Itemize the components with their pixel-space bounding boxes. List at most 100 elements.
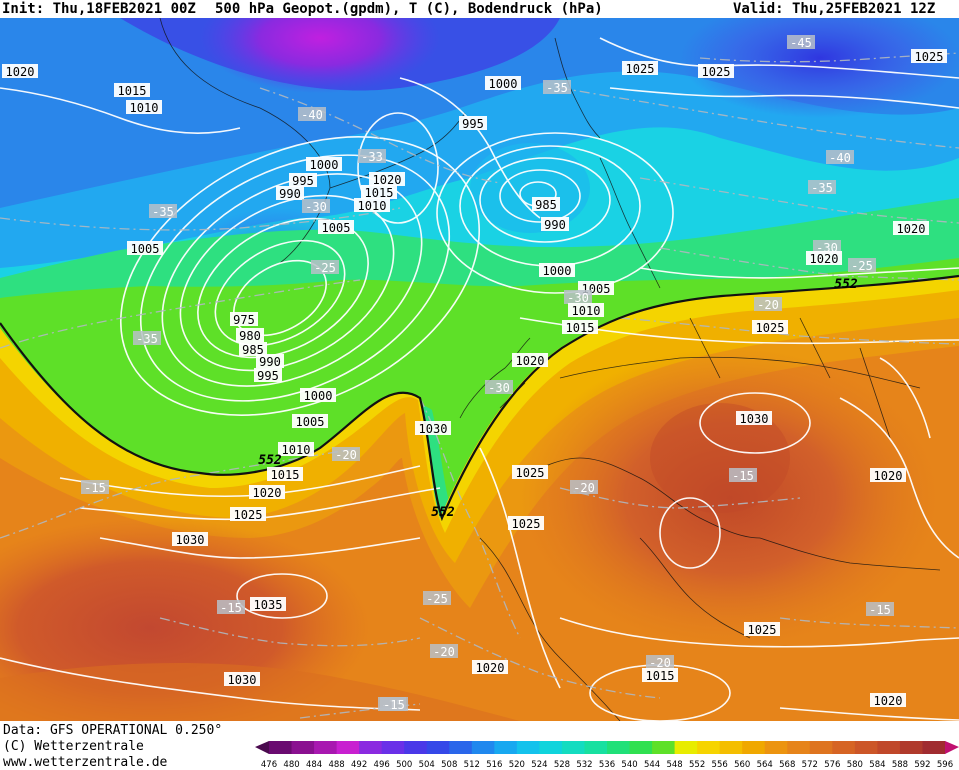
pressure-label-text: 1005 [322, 221, 351, 235]
pressure-label-text: 1020 [897, 222, 926, 236]
scale-arrow-right [945, 741, 959, 754]
temperature-label: -35 [543, 80, 571, 95]
temperature-label-text: -20 [757, 298, 779, 312]
pressure-label-text: 1025 [626, 62, 655, 76]
pressure-label: 1020 [893, 221, 929, 236]
pressure-label-text: 1020 [516, 354, 545, 368]
temperature-label: -40 [826, 150, 854, 165]
pressure-label-text: 1010 [572, 304, 601, 318]
geopotential-label: 552 [431, 505, 455, 520]
scale-tick-label: 484 [306, 760, 322, 770]
scale-swatch [877, 741, 901, 754]
scale-tick-label: 544 [644, 760, 660, 770]
chart-header: Init: Thu,18FEB2021 00Z 500 hPa Geopot.(… [0, 0, 959, 18]
scale-tick-label: 556 [712, 760, 728, 770]
scale-swatch [899, 741, 923, 754]
scale-swatch [629, 741, 653, 754]
temperature-label: -35 [133, 331, 161, 346]
pressure-label: 1010 [126, 100, 162, 115]
pressure-label-text: 995 [292, 174, 314, 188]
temperature-label: -33 [358, 149, 386, 164]
pressure-label: 995 [254, 368, 282, 383]
scale-tick-label: 492 [351, 760, 367, 770]
pressure-label-text: 1005 [296, 415, 325, 429]
temperature-label-text: -35 [136, 332, 158, 346]
pressure-label-text: 1035 [254, 598, 283, 612]
temperature-label: -30 [302, 199, 330, 214]
scale-swatch [336, 741, 360, 754]
pressure-label-text: 1015 [271, 468, 300, 482]
temperature-label-text: -20 [433, 645, 455, 659]
temperature-label-text: -33 [361, 150, 383, 164]
pressure-label: 1005 [318, 220, 354, 235]
pressure-label-text: 1030 [228, 673, 257, 687]
pressure-label: 990 [276, 186, 304, 201]
pressure-label-text: 1030 [176, 533, 205, 547]
temperature-label-text: -40 [301, 108, 323, 122]
temperature-label-text: -30 [305, 200, 327, 214]
scale-swatch [764, 741, 788, 754]
temperature-label-text: -25 [851, 259, 873, 273]
pressure-label: 1010 [354, 198, 390, 213]
pressure-label: 1025 [230, 507, 266, 522]
pressure-label-text: 1015 [118, 84, 147, 98]
scale-swatch [494, 741, 518, 754]
scale-tick-label: 564 [757, 760, 773, 770]
pressure-label-text: 1020 [810, 252, 839, 266]
temperature-label-text: -35 [546, 81, 568, 95]
temperature-label-text: -35 [811, 181, 833, 195]
temperature-label: -35 [149, 204, 177, 219]
pressure-label: 1015 [642, 668, 678, 683]
pressure-label: 995 [289, 173, 317, 188]
scale-tick-label: 512 [464, 760, 480, 770]
temperature-label: -15 [81, 480, 109, 495]
pressure-label: 990 [541, 217, 569, 232]
scale-swatch [854, 741, 878, 754]
pressure-label-text: 1025 [748, 623, 777, 637]
pressure-label: 1025 [752, 320, 788, 335]
pressure-label: 1010 [568, 303, 604, 318]
temperature-label: -20 [332, 447, 360, 462]
temperature-label-text: -15 [732, 469, 754, 483]
pressure-label: 980 [236, 328, 264, 343]
pressure-label: 995 [459, 116, 487, 131]
scale-tick-label: 480 [283, 760, 299, 770]
scale-swatch [809, 741, 833, 754]
pressure-label: 990 [256, 354, 284, 369]
scale-tick-label: 572 [802, 760, 818, 770]
temperature-label-text: -35 [152, 205, 174, 219]
pressure-label: 1025 [512, 465, 548, 480]
pressure-label-text: 1010 [130, 101, 159, 115]
pressure-label-text: 1020 [874, 469, 903, 483]
temperature-label: -25 [311, 260, 339, 275]
pressure-label: 1020 [512, 353, 548, 368]
scale-swatch [426, 741, 450, 754]
pressure-label-text: 1030 [740, 412, 769, 426]
scale-tick-label: 516 [486, 760, 502, 770]
scale-swatch [516, 741, 540, 754]
temperature-label: -20 [430, 644, 458, 659]
temperature-label: -15 [380, 697, 408, 712]
geopotential-label-text: 552 [258, 453, 282, 468]
pressure-label: 975 [230, 312, 258, 327]
pressure-label-text: 990 [279, 187, 301, 201]
temperature-label: -45 [787, 35, 815, 50]
pressure-label: 1000 [306, 157, 342, 172]
pressure-label-text: 1010 [282, 443, 311, 457]
scale-swatch [471, 741, 495, 754]
temperature-label-text: -45 [790, 36, 812, 50]
temperature-label: -35 [808, 180, 836, 195]
scale-swatch [539, 741, 563, 754]
color-scale: 476 480 484 488 492 496 500 504 508 512 516 520 524 5… [255, 741, 959, 770]
scale-tick-label: 488 [328, 760, 344, 770]
scale-tick-label: 532 [576, 760, 592, 770]
scale-tick-label: 504 [419, 760, 435, 770]
temperature-label-text: -15 [220, 601, 242, 615]
scale-swatch [719, 741, 743, 754]
scale-swatch [697, 741, 721, 754]
temperature-label: -20 [754, 297, 782, 312]
pressure-label-text: 1020 [253, 486, 282, 500]
scale-tick-label: 496 [374, 760, 390, 770]
pressure-label: 1025 [911, 49, 947, 64]
scale-swatch [381, 741, 405, 754]
